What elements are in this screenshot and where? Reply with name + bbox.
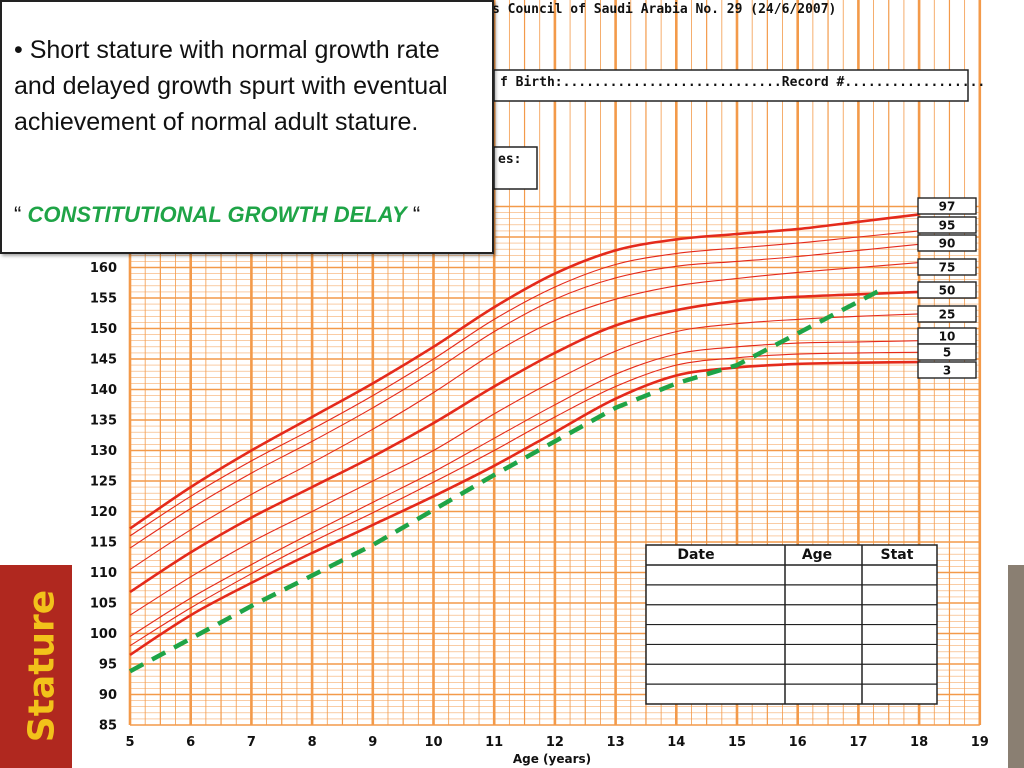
percentile-label-box-97 xyxy=(917,197,977,215)
birth-record-text: f Birth:............................Reco… xyxy=(500,75,985,90)
chart-header: s Council of Saudi Arabia No. 29 (24/6/2… xyxy=(492,2,985,190)
percentile-curve-95 xyxy=(129,230,920,537)
percentile-labels: 97 95 90 75 50 25 10 5 3 xyxy=(917,197,977,379)
y-tick-label: 140 xyxy=(90,383,117,398)
y-tick-label: 110 xyxy=(90,566,117,581)
table-header-date: Date xyxy=(677,547,714,563)
table-header-age: Age xyxy=(802,547,832,563)
definition-callout: • Short stature with normal growth rate … xyxy=(0,0,494,254)
table-header-stat: Stat xyxy=(881,547,914,563)
callout-text: Short stature with normal growth rate an… xyxy=(14,36,448,136)
percentile-curve-50 xyxy=(129,290,920,594)
y-tick-label: 100 xyxy=(90,627,117,642)
y-tick-label: 155 xyxy=(90,292,117,307)
notes-box xyxy=(493,146,538,190)
y-tick-label: 85 xyxy=(99,719,117,734)
close-quote: “ xyxy=(412,202,421,227)
percentile-label-5: 5 xyxy=(943,346,951,360)
percentile-label-box-50 xyxy=(917,281,977,299)
x-tick-label: 14 xyxy=(667,735,685,750)
x-axis-title: Age (years) xyxy=(513,752,591,766)
percentile-label-box-3 xyxy=(917,361,977,379)
percentile-label-10: 10 xyxy=(939,330,956,344)
bullet-glyph: • xyxy=(14,36,23,64)
y-tick-label: 95 xyxy=(99,658,117,673)
y-tick-label: 120 xyxy=(90,505,117,520)
side-title-bar xyxy=(0,565,72,768)
right-accent-bar xyxy=(1008,565,1024,768)
x-tick-label: 8 xyxy=(308,735,317,750)
percentile-curve-90 xyxy=(129,243,920,549)
x-tick-label: 17 xyxy=(849,735,867,750)
x-tick-label: 13 xyxy=(607,735,625,750)
record-table: Date Age Stat xyxy=(645,544,938,705)
x-tick-label: 12 xyxy=(546,735,564,750)
x-tick-label: 16 xyxy=(789,735,807,750)
percentile-label-97: 97 xyxy=(939,200,956,214)
patient-trend-line xyxy=(128,286,884,674)
percentile-label-box-5 xyxy=(917,343,977,361)
x-tick-label: 6 xyxy=(186,735,195,750)
percentile-label-box-75 xyxy=(917,258,977,276)
callout-body: • Short stature with normal growth rate … xyxy=(14,32,486,140)
percentile-curves xyxy=(129,213,920,656)
percentile-label-90: 90 xyxy=(939,237,956,251)
x-tick-label: 19 xyxy=(971,735,989,750)
birth-record-box xyxy=(493,69,969,102)
notes-label: es: xyxy=(498,152,521,167)
diagnosis-term: CONSTITUTIONAL GROWTH DELAY xyxy=(27,202,407,227)
percentile-curve-25 xyxy=(129,313,920,616)
y-tick-label: 90 xyxy=(99,688,117,703)
y-tick-label: 135 xyxy=(90,414,117,429)
callout-term-line: “ CONSTITUTIONAL GROWTH DELAY “ xyxy=(14,202,420,228)
percentile-label-box-90 xyxy=(917,234,977,252)
percentile-curve-75 xyxy=(129,262,920,570)
chart-title-fragment: s Council of Saudi Arabia No. 29 (24/6/2… xyxy=(492,2,836,17)
y-tick-label: 145 xyxy=(90,353,117,368)
percentile-label-50: 50 xyxy=(939,284,956,298)
x-tick-label: 7 xyxy=(247,735,256,750)
x-tick-label: 9 xyxy=(368,735,377,750)
percentile-curve-5 xyxy=(129,351,920,647)
percentile-label-box-95 xyxy=(917,216,977,234)
percentile-curve-3 xyxy=(129,360,920,656)
open-quote: “ xyxy=(14,202,22,227)
x-tick-label: 10 xyxy=(424,735,442,750)
side-title: Stature xyxy=(21,589,63,743)
y-tick-label: 130 xyxy=(90,444,117,459)
percentile-label-box-25 xyxy=(917,305,977,323)
x-tick-label: 5 xyxy=(125,735,134,750)
percentile-label-95: 95 xyxy=(939,219,956,233)
y-tick-label: 105 xyxy=(90,597,117,612)
percentile-label-25: 25 xyxy=(939,308,956,322)
y-tick-label: 160 xyxy=(90,261,117,276)
x-tick-label: 11 xyxy=(485,735,503,750)
y-tick-label: 150 xyxy=(90,322,117,337)
y-tick-label: 125 xyxy=(90,475,117,490)
percentile-curve-97 xyxy=(129,213,920,530)
x-tick-label: 15 xyxy=(728,735,746,750)
x-axis-labels: 5 6 7 8 9 10 11 12 13 14 15 16 17 18 19 xyxy=(125,735,988,750)
x-tick-label: 18 xyxy=(910,735,928,750)
y-axis-labels: 85 90 95 100 105 110 115 120 125 130 135 140 145 150 1… xyxy=(90,261,117,734)
percentile-label-75: 75 xyxy=(939,261,956,275)
patient-growth-trend xyxy=(128,286,884,674)
percentile-label-3: 3 xyxy=(943,364,951,378)
y-tick-label: 115 xyxy=(90,536,117,551)
